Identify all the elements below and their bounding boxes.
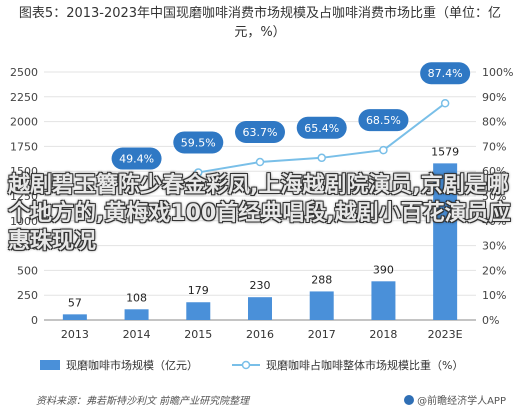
y-tick-right: 90% — [482, 91, 506, 104]
legend-line-marker — [241, 360, 251, 370]
share-label: 49.4% — [119, 153, 154, 166]
share-label-bubble — [296, 116, 347, 139]
y-tick-right: 10% — [482, 289, 506, 302]
y-tick-right: 40% — [482, 215, 506, 228]
brand-logo-icon — [404, 395, 415, 405]
y-tick-left: 1250 — [10, 190, 38, 203]
share-point — [317, 153, 326, 163]
x-tick-label: 2015 — [184, 328, 212, 341]
share-label: 87.4% — [428, 67, 463, 80]
bar-value-label: 288 — [311, 273, 332, 286]
legend-bar-label: 现磨咖啡市场规模（亿元） — [66, 358, 198, 372]
x-tick-label: 2016 — [246, 328, 274, 341]
share-label-bubble — [235, 121, 285, 144]
bar — [124, 309, 149, 320]
share-label: 65.4% — [304, 122, 339, 135]
brand-credit: @前瞻经济学人APP — [404, 392, 506, 407]
bar — [62, 314, 87, 320]
share-label: 63.7% — [243, 126, 278, 139]
y-tick-right: 20% — [482, 264, 506, 277]
bar-value-label: 1579 — [431, 145, 459, 158]
share-label-bubble — [173, 131, 224, 154]
bar-value-label: 57 — [68, 296, 82, 309]
share-label-bubble — [111, 147, 162, 170]
bar-value-label: 390 — [373, 263, 394, 276]
source-note: 资料来源：弗若斯特沙利文 前瞻产业研究院整理 — [36, 396, 250, 407]
y-tick-left: 2500 — [10, 66, 38, 79]
bar — [186, 302, 211, 320]
share-label: 59.5% — [181, 136, 216, 149]
legend-bar-swatch — [40, 360, 60, 370]
share-point — [440, 98, 450, 108]
share-label-bubble — [358, 109, 409, 132]
bar — [433, 163, 458, 320]
chart-title: 图表5：2013-2023年中国现磨咖啡消费市场规模及占咖啡消费市场比重（单位：… — [18, 6, 502, 40]
share-point — [194, 168, 203, 177]
share-point — [379, 145, 388, 155]
y-tick-left: 2000 — [10, 116, 38, 129]
bar-value-label: 179 — [188, 284, 209, 297]
share-label-bubble — [420, 62, 471, 85]
x-tick-label: 2023E — [428, 328, 463, 341]
bar-value-label: 230 — [250, 279, 271, 292]
bar-value-label: 108 — [126, 291, 147, 304]
bar — [248, 297, 272, 320]
y-tick-right: 70% — [482, 140, 506, 153]
y-tick-right: 80% — [482, 116, 506, 129]
bar — [371, 281, 396, 320]
x-tick-label: 2013 — [61, 328, 89, 341]
y-tick-left: 2250 — [10, 91, 38, 104]
y-tick-right: 50% — [482, 190, 506, 203]
share-point — [255, 157, 265, 167]
y-tick-right: 30% — [482, 240, 506, 253]
y-tick-left: 1000 — [10, 215, 38, 228]
y-tick-right: 100% — [482, 66, 513, 79]
y-tick-left: 750 — [17, 240, 38, 253]
y-tick-left: 500 — [17, 264, 38, 277]
bar — [309, 291, 334, 320]
y-tick-right: 0% — [482, 314, 499, 327]
y-tick-left: 1500 — [10, 165, 38, 178]
share-label: 68.5% — [366, 114, 401, 127]
x-tick-label: 2018 — [369, 328, 397, 341]
y-tick-right: 60% — [482, 165, 506, 178]
legend-line-label: 现磨咖啡占咖啡整体市场规模比重（%） — [266, 358, 463, 372]
x-tick-label: 2014 — [123, 328, 151, 341]
x-tick-label: 2017 — [308, 328, 336, 341]
y-tick-left: 1750 — [10, 140, 38, 153]
y-tick-left: 0 — [31, 314, 38, 327]
brand-text: @前瞻经济学人APP — [417, 396, 506, 407]
y-tick-left: 250 — [17, 289, 38, 302]
